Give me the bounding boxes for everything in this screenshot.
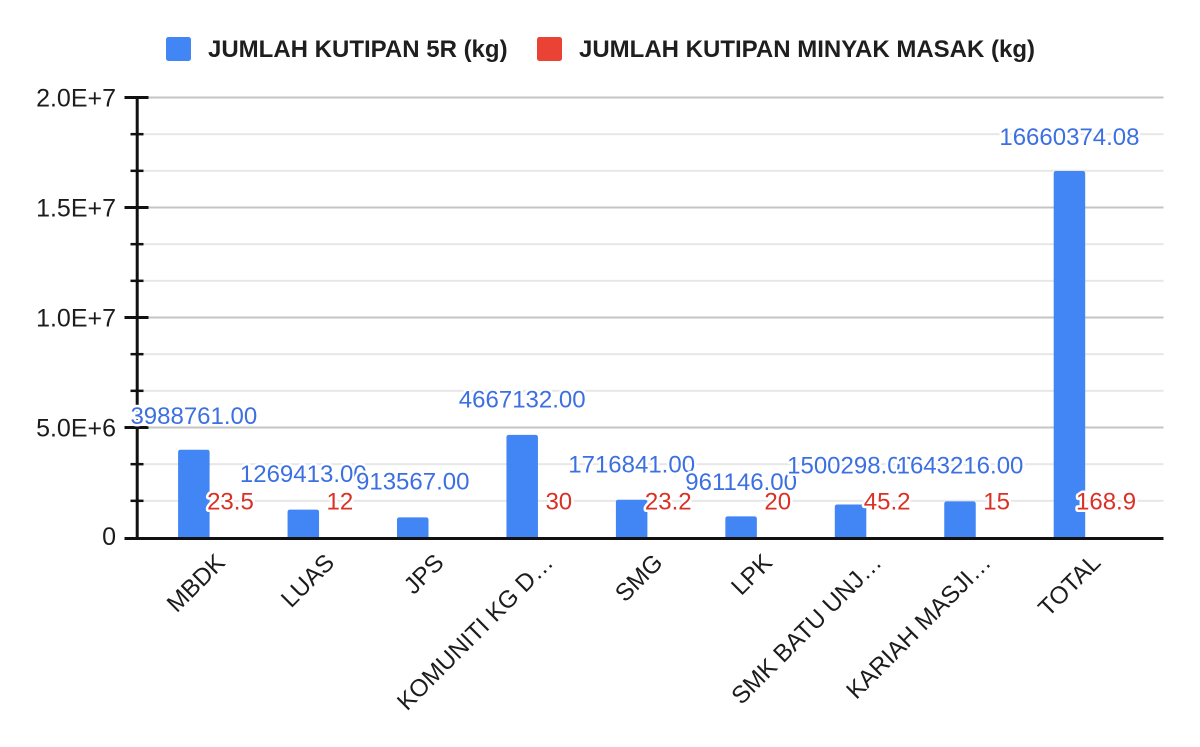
svg-text:JUMLAH KUTIPAN 5R (kg): JUMLAH KUTIPAN 5R (kg) xyxy=(208,36,508,63)
svg-text:12: 12 xyxy=(327,488,354,515)
svg-text:3988761.00: 3988761.00 xyxy=(130,403,257,430)
svg-text:30: 30 xyxy=(545,488,572,515)
svg-text:1.5E+7: 1.5E+7 xyxy=(36,194,116,222)
svg-text:0: 0 xyxy=(102,523,116,551)
svg-text:23.5: 23.5 xyxy=(207,488,254,515)
svg-text:16660374.08: 16660374.08 xyxy=(999,124,1139,151)
svg-text:5.0E+6: 5.0E+6 xyxy=(36,414,116,442)
svg-text:45.2: 45.2 xyxy=(864,488,911,515)
svg-text:1269413.00: 1269413.00 xyxy=(240,461,367,488)
svg-text:23.2: 23.2 xyxy=(645,488,692,515)
svg-text:1716841.00: 1716841.00 xyxy=(568,452,695,479)
svg-text:1.0E+7: 1.0E+7 xyxy=(36,304,116,332)
svg-text:1643216.00: 1643216.00 xyxy=(897,452,1024,479)
svg-text:JUMLAH KUTIPAN MINYAK MASAK (k: JUMLAH KUTIPAN MINYAK MASAK (kg) xyxy=(579,36,1035,63)
svg-text:4667132.00: 4667132.00 xyxy=(459,387,586,414)
svg-text:913567.00: 913567.00 xyxy=(356,469,469,496)
svg-text:15: 15 xyxy=(983,488,1010,515)
svg-text:961146.00: 961146.00 xyxy=(685,469,797,496)
svg-text:20: 20 xyxy=(764,488,791,515)
svg-text:168.9: 168.9 xyxy=(1076,488,1136,515)
svg-text:2.0E+7: 2.0E+7 xyxy=(36,84,116,112)
svg-text:1500298.00: 1500298.00 xyxy=(787,452,914,479)
